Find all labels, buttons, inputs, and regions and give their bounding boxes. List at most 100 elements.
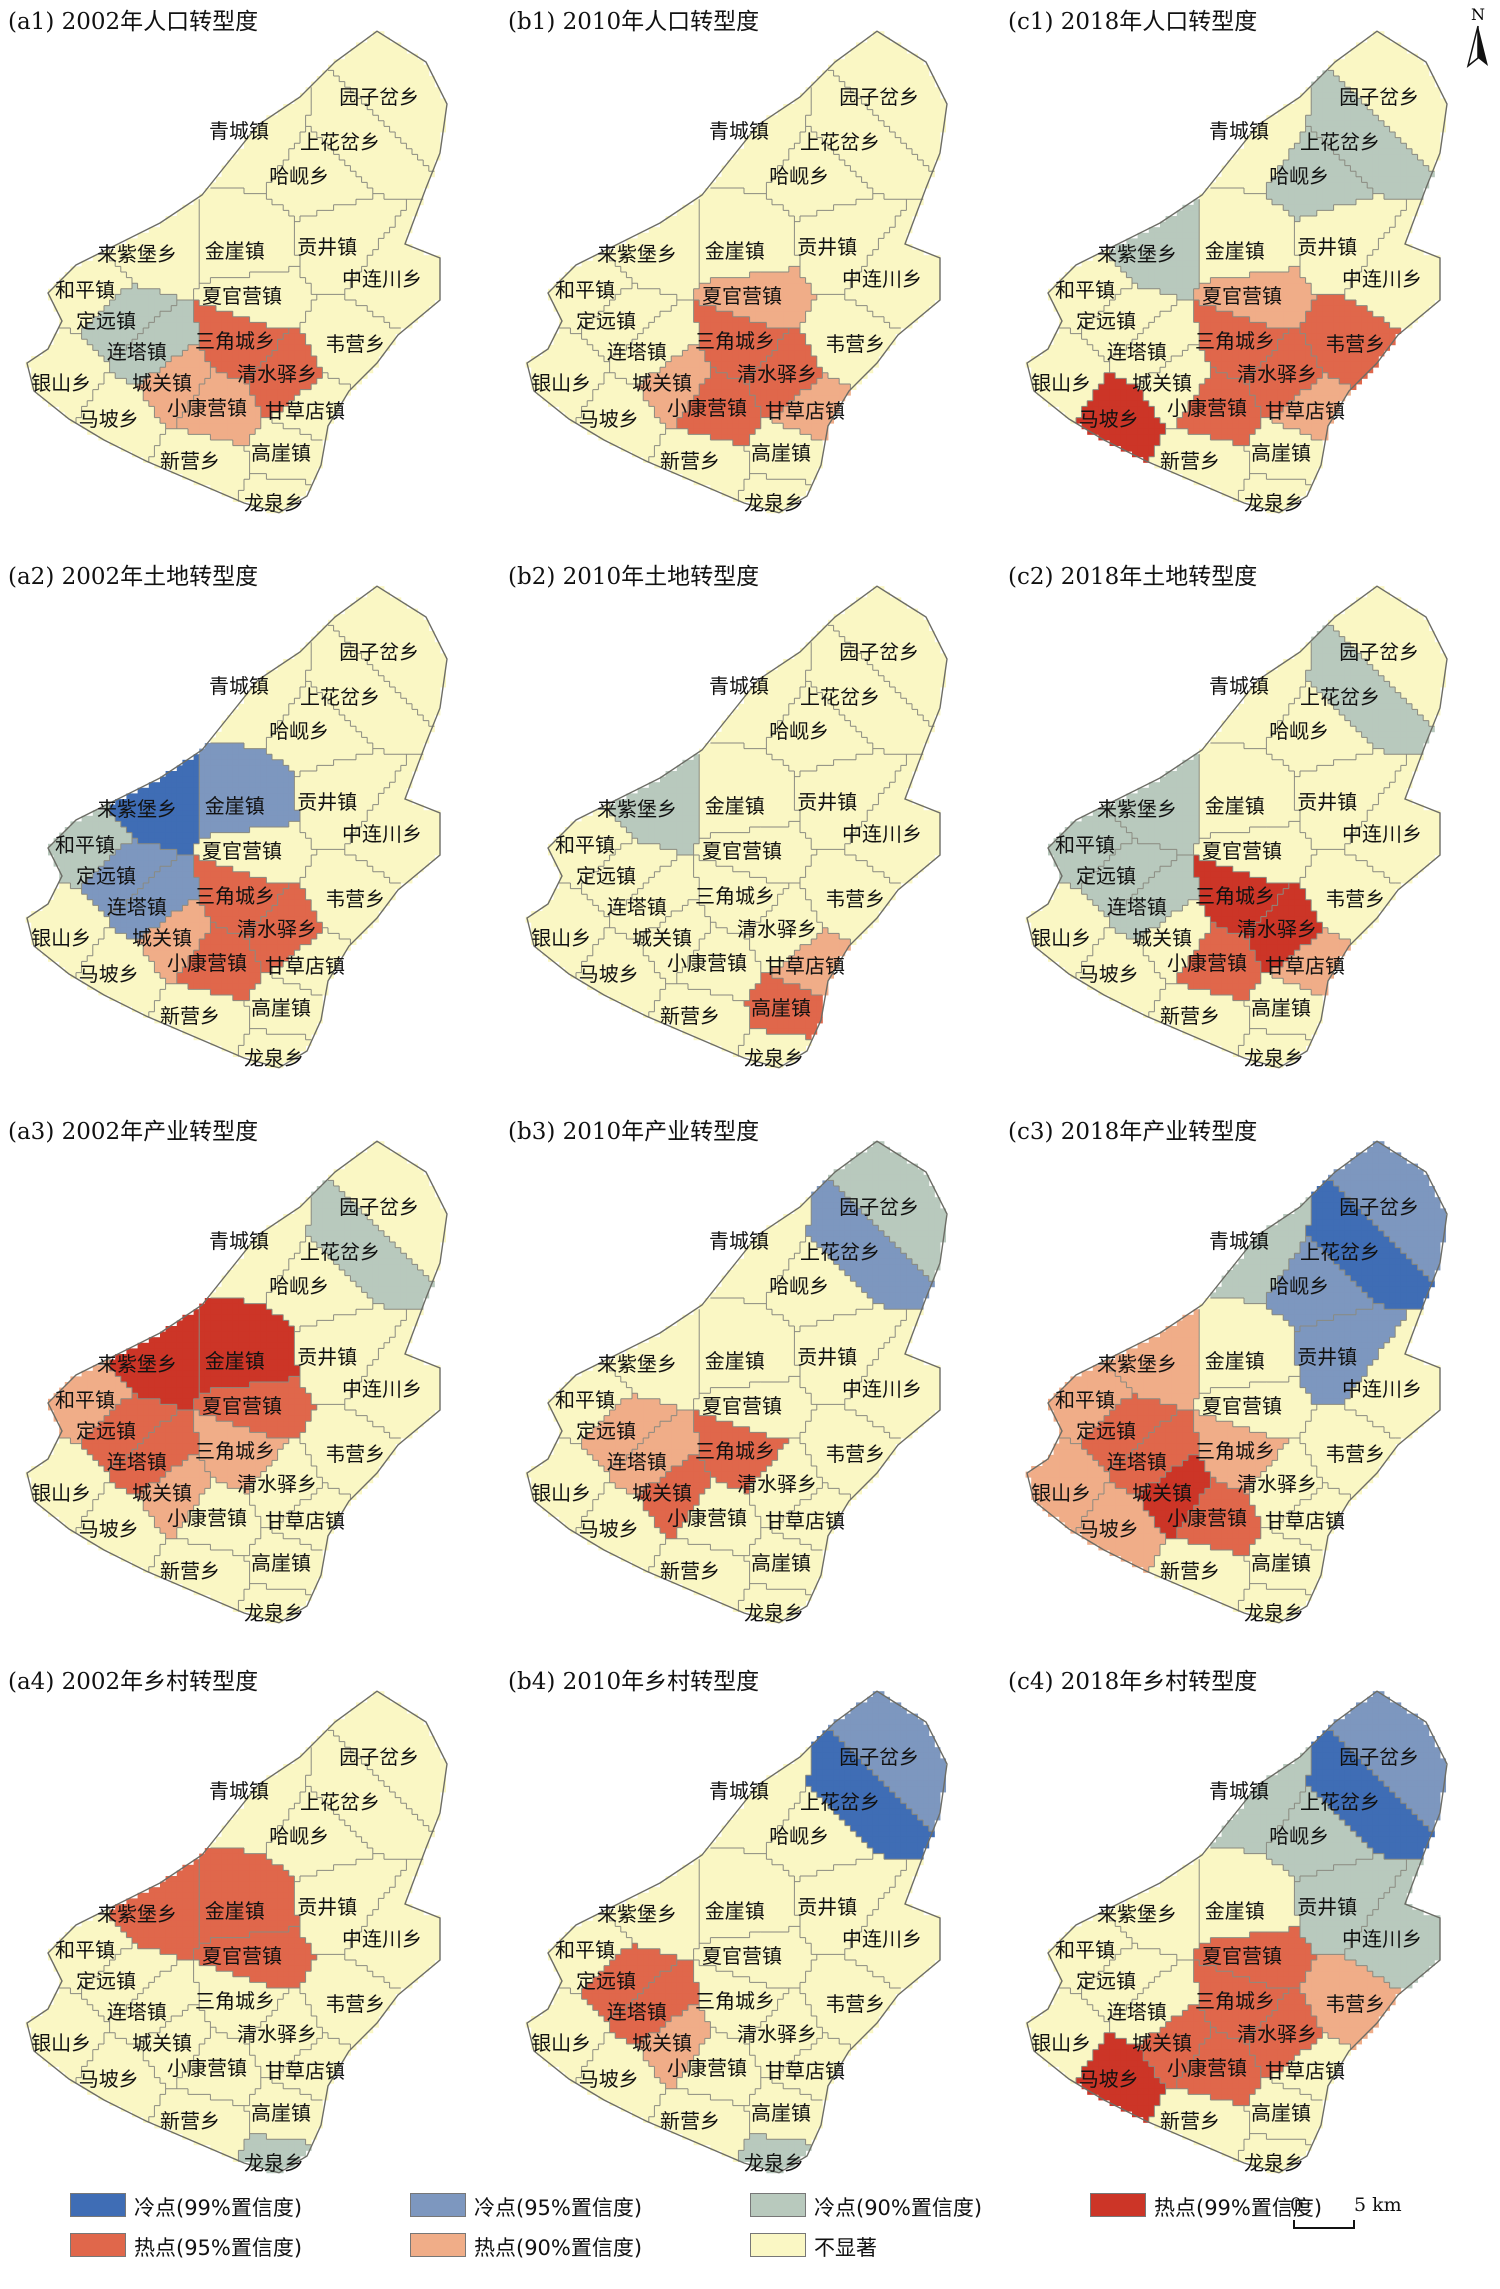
town-region-cell [839, 182, 846, 189]
town-region-cell [160, 305, 167, 312]
town-region-cell [232, 182, 239, 189]
town-region-cell [856, 182, 863, 189]
town-region-cell [137, 238, 144, 245]
town-region-cell [339, 356, 346, 363]
town-region-cell [889, 193, 896, 200]
town-region-cell [378, 59, 385, 66]
town-region-cell [42, 395, 49, 402]
town-region-cell [372, 210, 379, 217]
town-region-cell [367, 188, 374, 195]
town-region-cell [221, 468, 228, 475]
town-region-cell [92, 356, 99, 363]
town-region-cell [356, 367, 363, 374]
town-region-cell [249, 356, 256, 363]
town-region-cell [283, 395, 290, 402]
town-region-cell [350, 277, 357, 284]
town-region-cell [238, 160, 245, 167]
town-region-cell [744, 244, 751, 251]
town-region-cell [333, 132, 340, 139]
town-region-cell [294, 210, 301, 217]
town-region-cell [216, 288, 223, 295]
town-region-cell [120, 440, 127, 447]
town-region-cell [676, 255, 683, 262]
town-region-cell [333, 232, 340, 239]
town-region-cell [199, 272, 206, 279]
town-region-cell [288, 154, 295, 161]
town-region-cell [188, 378, 195, 385]
town-region-cell [176, 406, 183, 413]
town-region-cell [182, 468, 189, 475]
town-region-cell [120, 272, 127, 279]
town-region-cell [727, 182, 734, 189]
town-region-cell [238, 339, 245, 346]
town-region-cell [884, 193, 891, 200]
town-region-cell [277, 300, 284, 307]
town-region-cell [895, 137, 902, 144]
town-region-cell [361, 367, 368, 374]
town-region-cell [794, 188, 801, 195]
town-region-cell [361, 126, 368, 133]
town-region-cell [356, 148, 363, 155]
town-region-cell [154, 249, 161, 256]
town-region-cell [109, 305, 116, 312]
town-region-cell [249, 322, 256, 329]
town-region-cell [710, 216, 717, 223]
town-region-cell [227, 221, 234, 228]
town-region-cell [850, 193, 857, 200]
town-region-cell [676, 216, 683, 223]
town-region-cell [272, 490, 279, 497]
town-region-cell [305, 193, 312, 200]
town-region-cell [199, 423, 206, 430]
town-region-cell [221, 305, 228, 312]
town-region-cell [316, 98, 323, 105]
town-region-cell [283, 171, 290, 178]
town-region-cell [928, 132, 935, 139]
town-region-cell [132, 451, 139, 458]
town-region-cell [294, 372, 301, 379]
town-region-cell [193, 344, 200, 351]
town-region-cell [361, 109, 368, 116]
town-region-cell [193, 232, 200, 239]
town-region-cell [221, 395, 228, 402]
town-region-cell [109, 417, 116, 424]
town-region-cell [322, 428, 329, 435]
town-region-cell [872, 104, 879, 111]
town-region-cell [322, 70, 329, 77]
town-region-cell [238, 244, 245, 251]
town-region-cell [928, 109, 935, 116]
town-region-cell [255, 249, 262, 256]
town-region-cell [193, 300, 200, 307]
town-region-cell [294, 216, 301, 223]
town-region-cell [294, 148, 301, 155]
town-region-cell [772, 204, 779, 211]
town-region-cell [199, 316, 206, 323]
town-region-cell [132, 311, 139, 318]
town-region-cell [417, 171, 424, 178]
town-region-cell [64, 400, 71, 407]
town-region-cell [109, 255, 116, 262]
town-region-cell [260, 171, 267, 178]
town-region-cell [294, 199, 301, 206]
town-region-cell [165, 384, 172, 391]
town-region-cell [160, 372, 167, 379]
town-region-cell [300, 479, 307, 486]
town-region-cell [884, 59, 891, 66]
town-region-cell [400, 64, 407, 71]
town-region-cell [788, 109, 795, 116]
town-region-cell [42, 372, 49, 379]
town-region-cell [428, 109, 435, 116]
town-region-cell [766, 255, 773, 262]
town-region-cell [811, 210, 818, 217]
town-region-cell [788, 210, 795, 217]
town-region-cell [861, 210, 868, 217]
town-region-cell [833, 120, 840, 127]
town-region-cell [249, 193, 256, 200]
town-region-cell [92, 255, 99, 262]
town-region-cell [232, 440, 239, 447]
town-region-cell [81, 361, 88, 368]
town-region-cell [772, 199, 779, 206]
town-region-cell [643, 260, 650, 267]
town-region-cell [755, 232, 762, 239]
town-region-cell [339, 294, 346, 301]
town-region-cell [856, 193, 863, 200]
